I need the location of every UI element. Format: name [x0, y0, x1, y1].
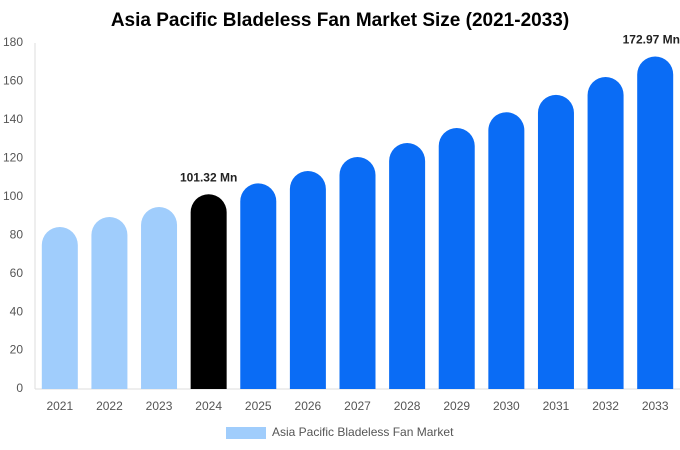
- bar: [637, 56, 674, 390]
- bar: [488, 112, 525, 389]
- x-tick-label: 2027: [344, 399, 371, 413]
- bar: [91, 216, 128, 389]
- x-tick-label: 2032: [592, 399, 619, 413]
- bar: [389, 142, 426, 389]
- y-tick-label: 80: [10, 227, 24, 241]
- y-tick-label: 100: [3, 189, 23, 203]
- bar: [537, 94, 574, 389]
- bar: [587, 77, 624, 389]
- x-tick-label: 2021: [46, 399, 73, 413]
- x-tick-label: 2030: [493, 399, 520, 413]
- y-tick-label: 20: [10, 343, 24, 357]
- y-tick-label: 120: [3, 151, 23, 165]
- x-tick-label: 2026: [295, 399, 322, 413]
- y-tick-label: 180: [3, 35, 23, 49]
- y-tick-label: 40: [10, 304, 24, 318]
- x-tick-label: 2024: [195, 399, 222, 413]
- bar: [289, 171, 326, 389]
- bar: [438, 127, 475, 390]
- x-tick-label: 2025: [245, 399, 272, 413]
- legend-swatch: [226, 427, 266, 439]
- x-tick-label: 2033: [642, 399, 669, 413]
- x-tick-label: 2031: [543, 399, 570, 413]
- x-tick-label: 2023: [146, 399, 173, 413]
- y-tick-label: 160: [3, 74, 23, 88]
- y-tick-label: 0: [16, 381, 23, 395]
- value-label: 101.32 Mn: [180, 170, 237, 184]
- bar: [190, 194, 227, 389]
- x-tick-label: 2028: [394, 399, 421, 413]
- bar: [240, 183, 277, 389]
- bar: [41, 226, 78, 389]
- y-tick-label: 140: [3, 112, 23, 126]
- chart-title: Asia Pacific Bladeless Fan Market Size (…: [111, 10, 569, 31]
- x-tick-label: 2029: [443, 399, 470, 413]
- bar: [339, 156, 376, 389]
- x-tick-label: 2022: [96, 399, 123, 413]
- value-label: 172.97 Mn: [623, 33, 680, 47]
- legend-label: Asia Pacific Bladeless Fan Market: [272, 425, 454, 439]
- bar: [141, 206, 178, 389]
- y-tick-label: 60: [10, 266, 24, 280]
